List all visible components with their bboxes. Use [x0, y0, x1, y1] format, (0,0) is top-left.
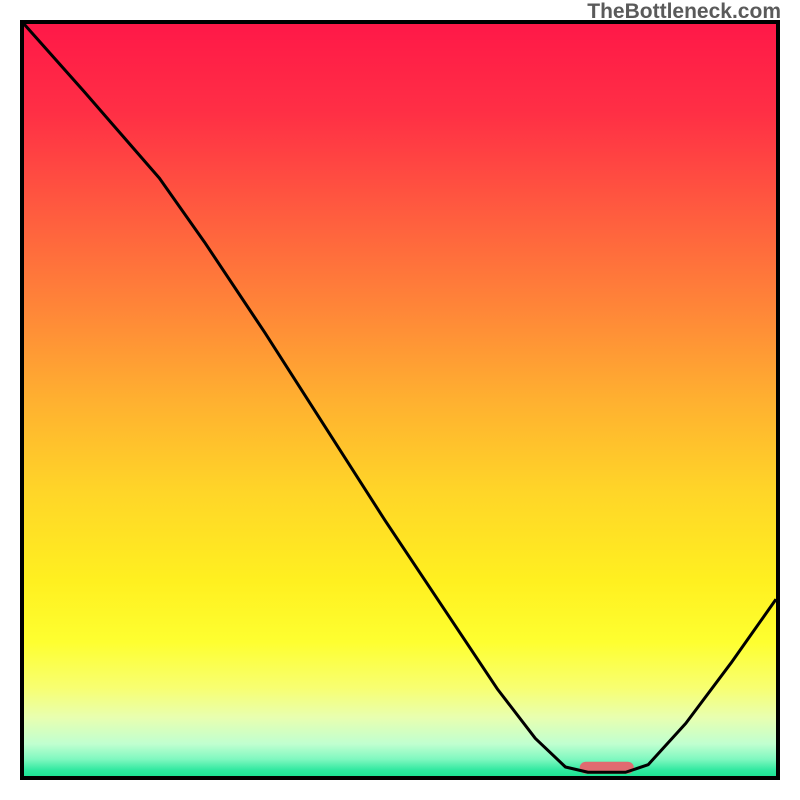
- watermark-text: TheBottleneck.com: [587, 0, 781, 24]
- gradient-background: [22, 22, 778, 778]
- bottleneck-chart: [0, 0, 800, 800]
- chart-container: TheBottleneck.com: [0, 0, 800, 800]
